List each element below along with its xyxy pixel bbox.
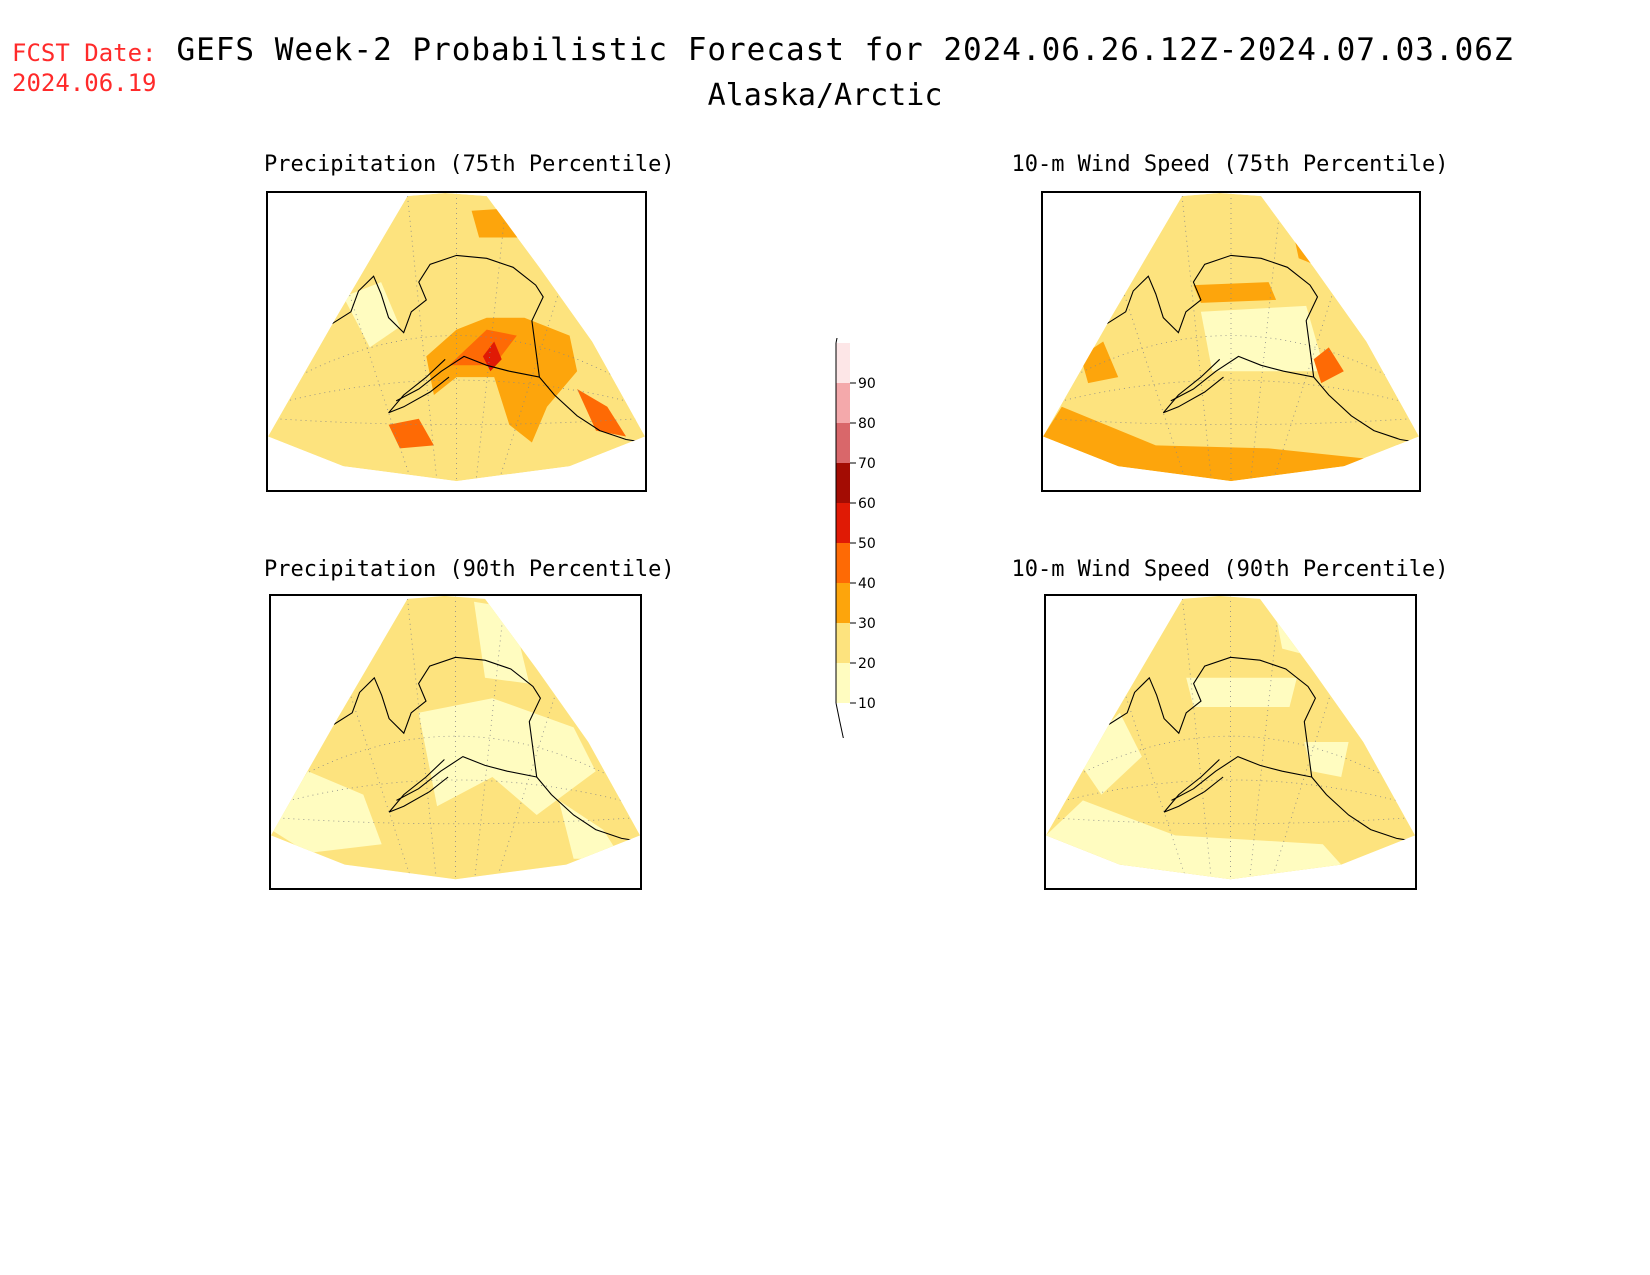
precip90-map-svg (271, 596, 640, 880)
precip90-coastline (396, 755, 537, 801)
precip75-graticule-parallel (275, 335, 638, 390)
map-precip75 (266, 191, 647, 492)
precip75-coastline (388, 358, 450, 414)
map-wind90 (1044, 594, 1417, 890)
forecast-date-label: FCST Date: (12, 39, 157, 67)
wind90-contour-10 (1186, 677, 1297, 707)
wind75-graticule-meridian (1250, 207, 1281, 482)
precip90-coastline (388, 759, 449, 813)
legend-label-40: 40 (858, 576, 876, 592)
wind75-contour-30 (1193, 282, 1277, 303)
legend-swatch-60 (836, 463, 850, 503)
legend-label-80: 80 (858, 416, 876, 432)
map-wind75 (1041, 191, 1421, 492)
wind90-graticule-meridian (1182, 598, 1212, 880)
page-title: GEFS Week-2 Probabilistic Forecast for 2… (176, 32, 1514, 68)
wind75-coastline (1106, 254, 1419, 444)
panel-title-wind75: 10-m Wind Speed (75th Percentile) (1011, 152, 1449, 177)
precip75-map-svg (268, 193, 645, 482)
colorbar-legend: 10 20 30 40 50 60 70 80 90 (835, 338, 876, 738)
legend-label-90: 90 (858, 376, 876, 392)
precip75-contour-30 (426, 317, 578, 443)
wind75-contour-40 (1313, 347, 1344, 384)
legend-swatch-10 (836, 663, 850, 703)
precip75-contour-30 (471, 207, 525, 238)
legend-label-20: 20 (858, 656, 876, 672)
panel-title-precip90: Precipitation (90th Percentile) (264, 557, 675, 582)
precip90-graticule-meridian (344, 677, 412, 880)
legend-swatch-70 (836, 423, 850, 463)
wind90-contour-10 (1075, 712, 1142, 795)
wind90-coastline (1171, 755, 1312, 801)
legend-swatch-90 (836, 343, 850, 383)
map-precip90 (269, 594, 642, 890)
legend-top-wedge (835, 338, 838, 344)
precip90-graticule-meridian (407, 598, 437, 880)
precip90-graticule-parallel (278, 735, 633, 790)
legend-label-30: 30 (858, 616, 876, 632)
wind75-graticule-meridian (1117, 276, 1187, 482)
precip90-contour-10 (418, 698, 596, 815)
wind90-contour-10 (1046, 800, 1342, 880)
precip75-graticule-meridian (343, 276, 412, 482)
precip90-graticule-meridian (474, 610, 504, 880)
precip90-coastline (333, 656, 640, 842)
wind75-coastline (1162, 358, 1224, 414)
wind75-graticule-parallel (1050, 418, 1412, 426)
wind90-graticule-parallel (1053, 735, 1408, 790)
precip75-contour-40 (577, 389, 627, 437)
precip90-contour-10 (271, 771, 382, 853)
precip75-coastline (395, 355, 540, 402)
precip90-contour-10 (474, 601, 530, 684)
legend-swatch-20 (836, 623, 850, 663)
panel-title-precip75: Precipitation (75th Percentile) (264, 152, 675, 177)
legend-label-50: 50 (858, 536, 876, 552)
wind75-graticule-parallel (1050, 335, 1412, 390)
panel-title-wind90: 10-m Wind Speed (90th Percentile) (1011, 557, 1449, 582)
legend-label-70: 70 (858, 456, 876, 472)
precip75-contour-40 (388, 418, 434, 449)
wind75-contour-10 (1200, 305, 1325, 372)
legend-label-10: 10 (858, 696, 876, 712)
wind75-contour-30 (1043, 406, 1382, 482)
legend-swatch-50 (836, 503, 850, 543)
legend-swatch-80 (836, 383, 850, 423)
wind75-coastline (1170, 355, 1314, 402)
wind90-graticule-meridian (1119, 677, 1187, 880)
wind75-map-svg (1043, 193, 1419, 482)
wind90-coastline (1108, 656, 1415, 842)
precip75-contour-50 (482, 341, 502, 372)
precip75-contour-10 (343, 282, 400, 348)
legend-bottom-wedge (835, 702, 844, 738)
forecast-date-block: FCST Date: 2024.06.19 (12, 38, 157, 98)
legend-swatch-40 (836, 543, 850, 583)
forecast-date-value: 2024.06.19 (12, 69, 157, 97)
page-subtitle: Alaska/Arctic (707, 78, 943, 113)
legend-label-60: 60 (858, 496, 876, 512)
wind90-graticule-meridian (1249, 610, 1279, 880)
wind75-graticule-parallel (1050, 379, 1412, 405)
wind90-contour-10 (1304, 742, 1349, 777)
precip75-graticule-meridian (475, 207, 506, 482)
wind90-coastline (1163, 759, 1224, 813)
legend-swatch-30 (836, 583, 850, 623)
precip75-coastline (331, 254, 645, 444)
wind90-map-svg (1046, 596, 1415, 880)
